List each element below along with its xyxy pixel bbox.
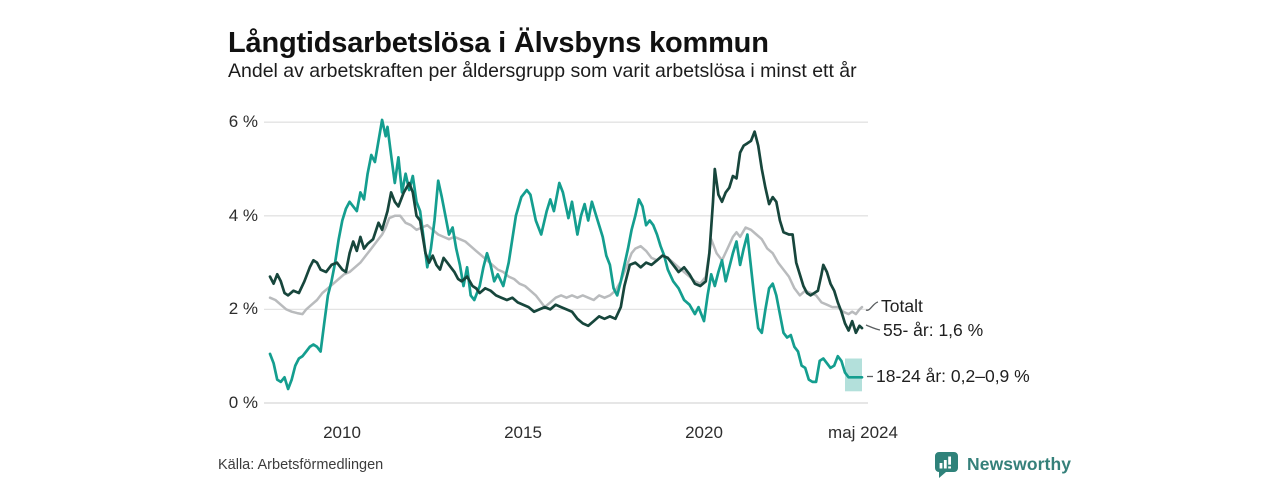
y-tick-6: 6 % [228,112,258,131]
x-tick-2020: 2020 [685,423,723,442]
x-tick-2015: 2015 [504,423,542,442]
x-tick-2010: 2010 [323,423,361,442]
chart-subtitle: Andel av arbetskraften per åldersgrupp s… [228,60,857,82]
data-lines [268,118,864,391]
page-title: Långtidsarbetslösa i Älvsbyns kommun [228,27,769,60]
newsworthy-logo: Newsworthy [933,450,1071,478]
line-18-24 år [268,118,864,391]
source-note: Källa: Arbetsförmedlingen [218,457,384,473]
y-tick-0: 0 % [228,393,258,412]
line-Totalt [268,214,864,316]
series-label-55: 55- år: 1,6 % [883,320,984,340]
y-tick-4: 4 % [228,206,258,225]
gridlines [264,121,868,404]
y-tick-2: 2 % [228,299,258,318]
connector-totalt [865,301,879,311]
series-label-totalt: Totalt [881,296,923,316]
uncertainty-band [845,358,862,392]
newsworthy-logo-icon [935,452,958,478]
x-tick-maj-2024: maj 2024 [828,423,898,442]
line-55- år [268,130,864,335]
newsworthy-logo-text: Newsworthy [967,453,1072,474]
connector-55 [865,324,881,331]
series-label-18-24: 18-24 år: 0,2–0,9 % [876,366,1030,386]
label-connectors [865,301,881,378]
